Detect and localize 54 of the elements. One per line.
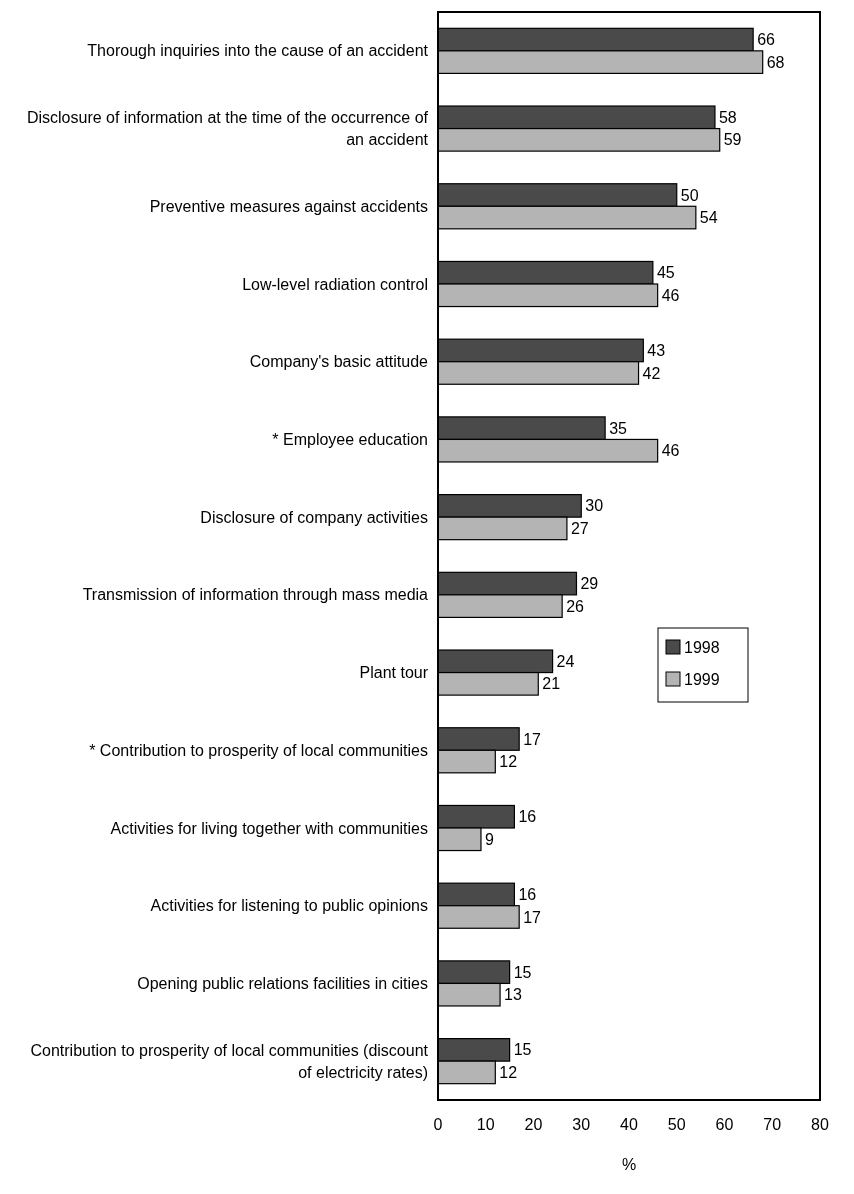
legend-label: 1999: [684, 670, 720, 688]
data-label: 43: [647, 342, 666, 360]
x-tick-label: 80: [811, 1116, 829, 1133]
y-tick-label: Opening public relations facilities in cities: [137, 975, 428, 993]
y-tick-label: Transmission of information through mass media: [82, 586, 429, 604]
data-label: 58: [718, 108, 737, 126]
data-label: 29: [580, 575, 599, 593]
y-tick-label: Disclosure of information at the time of the occurrence of an accident: [26, 109, 429, 149]
data-label: 27: [570, 520, 589, 538]
data-label: 24: [556, 652, 575, 670]
data-label: 12: [499, 753, 518, 771]
y-tick-label: * Contribution to prosperity of local communities: [89, 741, 428, 759]
x-tick-label: 60: [715, 1116, 734, 1133]
x-tick-label: 40: [620, 1116, 638, 1133]
data-label: 16: [518, 886, 537, 904]
x-tick-label: 20: [524, 1116, 543, 1133]
y-tick-label: Contribution to prosperity of local communities (discount of electricity rates): [30, 1041, 429, 1081]
data-label: 15: [513, 963, 532, 981]
legend-label: 1998: [684, 638, 720, 656]
data-label: 54: [699, 209, 718, 227]
data-label: 15: [513, 1041, 532, 1059]
data-label: 16: [518, 808, 537, 826]
data-label: 42: [642, 364, 661, 382]
data-label: 17: [523, 730, 542, 748]
data-label: 50: [680, 186, 699, 204]
x-tick-label: 10: [476, 1116, 495, 1133]
data-label: 21: [542, 675, 561, 693]
data-label: 17: [523, 908, 542, 926]
data-label: 9: [484, 830, 494, 848]
data-label: 59: [723, 131, 742, 149]
y-tick-label: Disclosure of company activities: [200, 508, 428, 526]
data-label: 30: [585, 497, 604, 515]
x-axis-title: %: [621, 1156, 637, 1173]
y-tick-label: Plant tour: [359, 664, 429, 682]
y-tick-label: Activities for living together with communities: [110, 819, 428, 837]
data-label: 12: [499, 1064, 518, 1082]
data-label: 46: [661, 442, 680, 460]
data-label: 26: [566, 597, 585, 615]
x-tick-label: 50: [667, 1116, 686, 1133]
data-label: 68: [766, 53, 785, 71]
data-label: 35: [609, 419, 628, 437]
y-tick-label: Activities for listening to public opinions: [150, 897, 428, 915]
y-tick-label: * Employee education: [272, 431, 428, 449]
y-tick-label: Low-level radiation control: [242, 275, 428, 293]
data-label: 45: [656, 264, 675, 282]
data-label: 46: [661, 286, 680, 304]
y-tick-label: Thorough inquiries into the cause of an accident: [87, 42, 429, 60]
y-tick-label: Company's basic attitude: [249, 353, 429, 371]
y-tick-label: Preventive measures against accidents: [149, 197, 428, 215]
data-label: 13: [504, 986, 522, 1004]
x-tick-label: 30: [572, 1116, 591, 1133]
x-tick-label: 70: [763, 1116, 782, 1133]
data-label: 66: [757, 31, 776, 49]
x-tick-label: 0: [433, 1116, 443, 1133]
